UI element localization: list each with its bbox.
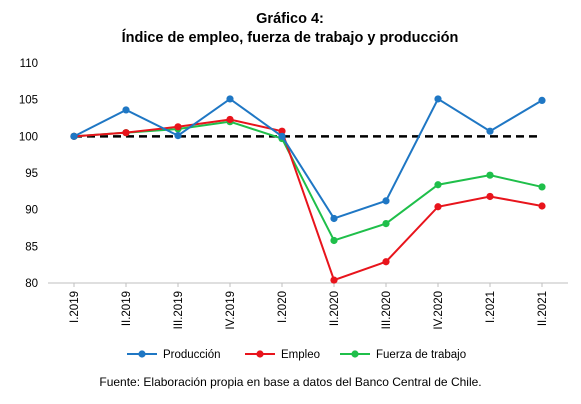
legend: Producción Empleo Fuerza de trabajo — [127, 349, 466, 361]
data-point-produccion — [538, 96, 546, 104]
data-point-fuerza-de-trabajo — [538, 183, 546, 191]
data-point-empleo — [538, 202, 546, 210]
legend-marker — [351, 350, 359, 358]
x-tick-label: II.2021 — [537, 291, 549, 326]
y-tick-label: 100 — [19, 131, 38, 143]
series-line-fuerza-de-trabajo — [73, 120, 543, 242]
x-tick-label: IV.2019 — [225, 291, 237, 330]
source-note: Fuente: Elaboración propia en base a dat… — [99, 375, 482, 389]
data-point-produccion — [122, 106, 130, 114]
data-point-empleo — [278, 127, 286, 135]
y-tick-label: 110 — [20, 58, 38, 70]
legend-label: Empleo — [281, 349, 320, 361]
data-point-empleo — [382, 258, 390, 266]
data-point-empleo — [122, 129, 130, 137]
y-tick-label: 80 — [25, 278, 38, 290]
x-tick-label: III.2020 — [381, 291, 393, 329]
legend-marker — [256, 350, 264, 358]
data-point-fuerza-de-trabajo — [382, 220, 390, 228]
data-point-produccion — [70, 132, 78, 140]
data-point-fuerza-de-trabajo — [330, 236, 338, 245]
legend-label: Producción — [163, 349, 221, 361]
x-tick-label: I.2019 — [69, 291, 81, 323]
y-tick-label: 95 — [25, 168, 38, 180]
y-tick-label: 90 — [25, 205, 38, 217]
data-point-produccion — [278, 132, 286, 140]
x-tick-label: I.2021 — [485, 291, 497, 323]
data-point-fuerza-de-trabajo — [434, 181, 442, 189]
data-point-fuerza-de-trabajo — [486, 171, 494, 179]
series-line-produccion — [73, 97, 543, 220]
legend-marker — [138, 350, 146, 358]
series-line-empleo — [73, 118, 543, 282]
series-group — [70, 95, 546, 284]
x-tick-label: III.2019 — [173, 291, 185, 329]
legend-label: Fuerza de trabajo — [376, 349, 466, 361]
y-tick-label: 85 — [25, 241, 38, 253]
x-tick-label: II.2019 — [121, 291, 133, 326]
data-point-produccion — [174, 132, 182, 140]
data-point-empleo — [486, 192, 494, 201]
x-tick-label: II.2020 — [329, 291, 341, 326]
data-point-empleo — [434, 203, 442, 211]
data-point-empleo — [330, 276, 338, 284]
chart-axes: 80 85 90 95 100 105 110 I.2019 II.2019 III.2019 IV… — [19, 58, 568, 330]
data-point-produccion — [486, 127, 494, 135]
chart-subtitle: Índice de empleo, fuerza de trabajo y pr… — [122, 29, 459, 46]
x-tick-label: IV.2020 — [433, 291, 445, 330]
data-point-produccion — [226, 95, 234, 103]
chart-title: Gráfico 4: — [256, 11, 324, 27]
x-tick-label: I.2020 — [277, 291, 289, 323]
data-point-empleo — [226, 115, 234, 124]
data-point-produccion — [382, 197, 390, 205]
data-point-produccion — [434, 95, 442, 103]
y-tick-label: 105 — [19, 95, 38, 107]
data-point-empleo — [174, 123, 182, 131]
data-point-produccion — [330, 214, 338, 223]
